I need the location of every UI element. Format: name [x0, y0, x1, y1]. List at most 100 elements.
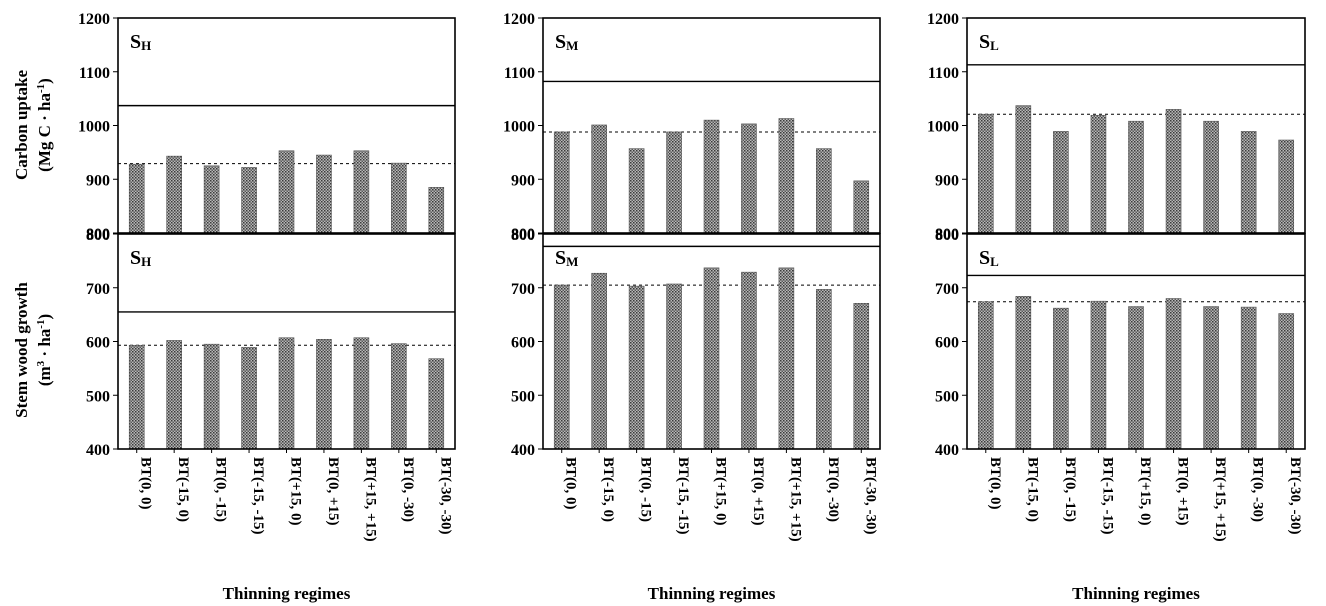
y-tick-label: 1100 [504, 65, 535, 82]
bar [741, 271, 757, 450]
y-tick-label: 1100 [79, 65, 110, 82]
x-axis-title: Thinning regimes [223, 584, 351, 603]
x-tick-label: BT(0, 0) [138, 457, 154, 510]
panel-2: 800 900 1000 1100 1200 SM [503, 11, 881, 243]
bar [1203, 120, 1219, 234]
plot-frame [117, 17, 456, 234]
y-tick-label: 800 [511, 227, 535, 244]
x-tick-label: BT(+15, +15) [1212, 457, 1228, 542]
bar [703, 267, 720, 450]
x-tick-label: BT(+15, 0) [713, 457, 729, 526]
bar [1090, 114, 1107, 234]
x-tick-label: BT(0, -30) [1250, 457, 1266, 522]
bar [203, 165, 220, 234]
x-tick-label: BT(0, -15) [1062, 457, 1078, 522]
bar [1278, 139, 1295, 234]
bar [278, 337, 295, 450]
bar [553, 131, 570, 234]
panel-3: 800 900 1000 1100 1200 SL [927, 11, 1306, 243]
x-tick-label: BT(-15, 0) [175, 457, 191, 522]
bar [1090, 300, 1107, 450]
bar [1053, 307, 1069, 450]
bar [853, 180, 870, 234]
bar [778, 118, 795, 234]
panel-label: SM [555, 247, 578, 269]
bar [166, 340, 182, 450]
bar [977, 301, 994, 450]
bar [1165, 298, 1182, 450]
bar [553, 284, 570, 450]
y-tick-label: 1200 [927, 11, 959, 28]
bar [241, 347, 257, 450]
x-axis-title: Thinning regimes [648, 584, 776, 603]
bar [741, 123, 757, 234]
row-label-stem-wood-growth: Stem wood growth (m3 · ha-1) [12, 282, 54, 418]
y-tick-label: 700 [86, 281, 110, 298]
bar [666, 283, 682, 450]
y-tick-label: 1100 [928, 65, 959, 82]
y-tick-label: 400 [86, 442, 110, 459]
x-tick-label: BT(+15, 0) [288, 457, 304, 526]
x-tick-label: BT(+15, +15) [362, 457, 378, 542]
plot-frame [966, 17, 1306, 234]
bar [1015, 296, 1032, 450]
bar [703, 119, 720, 234]
x-tick-label: BT(0, -30) [825, 457, 841, 522]
bar [1053, 131, 1069, 234]
x-tick-label: BT(-30, -30) [437, 457, 453, 535]
y-tick-label: 1200 [78, 11, 110, 28]
x-axis-title: Thinning regimes [1072, 584, 1200, 603]
y-tick-label: 600 [511, 335, 535, 352]
x-tick-label: BT(0, -15) [213, 457, 229, 522]
y-tick-label: 500 [935, 388, 959, 405]
bar [628, 148, 645, 234]
bar [278, 150, 295, 234]
panel-6: 400 500 600 700 800 SL BT(0, 0) BT(-15, 0) BT(0,… [935, 227, 1306, 603]
ylabel-carbon-line2: (Mg C · ha-1) [35, 78, 54, 172]
bar [428, 187, 445, 234]
panel-label: SM [555, 31, 578, 53]
bar [1128, 306, 1144, 450]
bar [166, 155, 182, 234]
y-tick-label: 1200 [503, 11, 535, 28]
bar [778, 267, 795, 450]
panel-label: SH [130, 31, 151, 53]
panel-4: 400 500 600 700 800 SH BT(0, 0) BT(-15, 0) BT(0,… [86, 227, 456, 603]
x-tick-label: BT(-30, -30) [862, 457, 878, 535]
y-tick-label: 400 [511, 442, 535, 459]
y-tick-label: 400 [935, 442, 959, 459]
y-tick-label: 800 [935, 227, 959, 244]
x-tick-label: BT(-15, -15) [1099, 457, 1115, 535]
y-tick-label: 1000 [927, 119, 959, 136]
y-tick-label: 1000 [503, 119, 535, 136]
bar [977, 113, 994, 234]
y-tick-label: 500 [511, 388, 535, 405]
y-tick-label: 600 [86, 335, 110, 352]
y-tick-label: 900 [86, 172, 110, 189]
y-tick-label: 900 [935, 172, 959, 189]
bar [428, 358, 445, 450]
row-label-carbon-uptake: Carbon uptake (Mg C · ha-1) [12, 70, 54, 181]
bar [1015, 105, 1032, 234]
x-tick-label: BT(0, +15) [750, 457, 766, 526]
bar [353, 150, 370, 234]
bar [591, 272, 607, 450]
bar [1128, 120, 1144, 234]
x-tick-label: BT(0, +15) [1175, 457, 1191, 526]
ylabel-stem-line1: Stem wood growth [12, 282, 31, 418]
y-tick-label: 1000 [78, 119, 110, 136]
bar [128, 163, 145, 234]
x-tick-label: BT(0, +15) [325, 457, 341, 526]
panel-label: SL [979, 31, 999, 53]
bar [1203, 306, 1219, 450]
plot-frame [542, 17, 881, 234]
x-tick-label: BT(-15, -15) [675, 457, 691, 535]
bar [1240, 131, 1257, 234]
panel-1: 800 900 1000 1100 1200 SH [78, 11, 456, 243]
panel-label: SH [130, 247, 151, 269]
y-tick-label: 800 [935, 226, 959, 243]
bar [353, 337, 370, 450]
bar [203, 343, 220, 450]
x-tick-label: BT(0, -30) [400, 457, 416, 522]
